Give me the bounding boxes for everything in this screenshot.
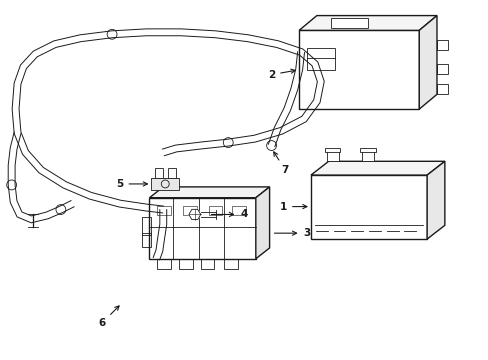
Bar <box>360 148 375 152</box>
Bar <box>151 178 179 190</box>
Bar <box>330 18 367 28</box>
Bar <box>436 64 447 74</box>
Polygon shape <box>255 187 269 259</box>
Text: 1: 1 <box>279 202 306 212</box>
Bar <box>306 48 334 70</box>
Text: 5: 5 <box>116 179 147 189</box>
Polygon shape <box>149 187 269 198</box>
Bar <box>299 30 418 109</box>
Bar <box>149 198 255 259</box>
Text: 2: 2 <box>267 69 295 80</box>
Text: 3: 3 <box>274 228 310 238</box>
Polygon shape <box>188 210 200 220</box>
Bar <box>436 40 447 50</box>
Text: 4: 4 <box>211 210 247 220</box>
Text: 7: 7 <box>273 152 288 175</box>
Bar <box>142 233 151 247</box>
Polygon shape <box>426 161 444 239</box>
Bar <box>232 206 245 215</box>
Bar <box>168 168 176 178</box>
Bar <box>326 152 338 161</box>
Text: 6: 6 <box>99 306 119 328</box>
Bar <box>362 152 373 161</box>
Bar <box>436 85 447 94</box>
Bar <box>324 148 340 152</box>
Polygon shape <box>310 161 444 175</box>
Polygon shape <box>299 15 436 30</box>
Polygon shape <box>418 15 436 109</box>
Bar <box>200 259 214 269</box>
Bar <box>224 259 238 269</box>
Bar <box>310 175 426 239</box>
Bar <box>183 206 196 215</box>
Bar <box>157 206 171 215</box>
Bar <box>155 168 163 178</box>
Bar <box>208 206 222 215</box>
Bar <box>157 259 171 269</box>
Bar <box>179 259 192 269</box>
Bar <box>142 217 151 235</box>
